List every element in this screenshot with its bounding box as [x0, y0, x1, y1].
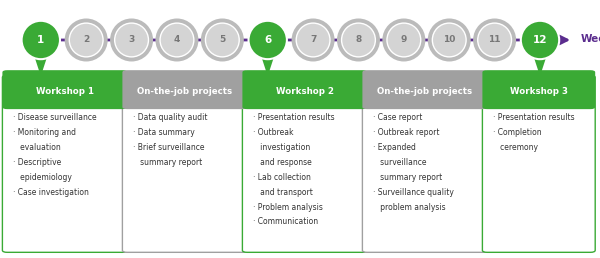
Text: summary report: summary report — [373, 173, 442, 182]
Text: · Disease surveillance: · Disease surveillance — [13, 113, 97, 122]
Text: · Case investigation: · Case investigation — [13, 188, 89, 197]
Text: · Data summary: · Data summary — [133, 128, 195, 137]
Bar — [487, 94, 590, 107]
Text: 8: 8 — [355, 36, 362, 44]
Ellipse shape — [65, 19, 107, 61]
FancyBboxPatch shape — [362, 75, 487, 252]
Ellipse shape — [115, 23, 148, 57]
Ellipse shape — [341, 23, 376, 57]
Ellipse shape — [292, 19, 335, 61]
Text: ceremony: ceremony — [493, 143, 538, 152]
Text: · Lab collection: · Lab collection — [253, 173, 311, 182]
Text: Workshop 1: Workshop 1 — [36, 87, 94, 96]
Ellipse shape — [248, 21, 287, 59]
Text: 11: 11 — [488, 36, 501, 44]
Text: evaluation: evaluation — [13, 143, 61, 152]
Ellipse shape — [155, 19, 199, 61]
Text: · Presentation results: · Presentation results — [493, 113, 575, 122]
Text: · Presentation results: · Presentation results — [253, 113, 335, 122]
FancyBboxPatch shape — [2, 75, 127, 252]
Bar — [127, 94, 242, 107]
Text: · Descriptive: · Descriptive — [13, 158, 61, 167]
Text: 7: 7 — [310, 36, 316, 44]
FancyBboxPatch shape — [242, 75, 367, 252]
Ellipse shape — [478, 23, 512, 57]
Bar — [7, 94, 122, 107]
Ellipse shape — [382, 19, 425, 61]
FancyBboxPatch shape — [482, 70, 595, 109]
Ellipse shape — [205, 23, 239, 57]
Ellipse shape — [473, 19, 516, 61]
Ellipse shape — [428, 19, 471, 61]
Polygon shape — [34, 56, 47, 76]
Polygon shape — [533, 56, 547, 76]
Ellipse shape — [387, 23, 421, 57]
Text: 9: 9 — [401, 36, 407, 44]
Text: Weeks: Weeks — [581, 34, 600, 44]
Polygon shape — [261, 56, 274, 76]
Bar — [247, 94, 362, 107]
Ellipse shape — [521, 21, 559, 59]
Ellipse shape — [69, 23, 103, 57]
Text: 10: 10 — [443, 36, 455, 44]
Text: · Expanded: · Expanded — [373, 143, 416, 152]
Text: 12: 12 — [533, 35, 547, 45]
Text: 5: 5 — [219, 36, 226, 44]
Text: epidemiology: epidemiology — [13, 173, 72, 182]
Text: 2: 2 — [83, 36, 89, 44]
Text: · Completion: · Completion — [493, 128, 542, 137]
Text: · Case report: · Case report — [373, 113, 422, 122]
Bar — [367, 94, 482, 107]
Ellipse shape — [22, 21, 60, 59]
Text: 3: 3 — [128, 36, 134, 44]
Ellipse shape — [433, 23, 466, 57]
Text: · Surveillance quality: · Surveillance quality — [373, 188, 454, 197]
Text: · Data quality audit: · Data quality audit — [133, 113, 208, 122]
Text: 4: 4 — [174, 36, 180, 44]
Text: Workshop 2: Workshop 2 — [276, 87, 334, 96]
Text: Workshop 3: Workshop 3 — [510, 87, 568, 96]
Ellipse shape — [160, 23, 194, 57]
Text: · Communication: · Communication — [253, 217, 319, 227]
Text: · Problem analysis: · Problem analysis — [253, 203, 323, 212]
FancyBboxPatch shape — [122, 75, 247, 252]
FancyBboxPatch shape — [482, 75, 595, 252]
Ellipse shape — [201, 19, 244, 61]
Text: summary report: summary report — [133, 158, 202, 167]
Text: and transport: and transport — [253, 188, 313, 197]
Text: · Outbreak: · Outbreak — [253, 128, 294, 137]
Ellipse shape — [110, 19, 153, 61]
FancyBboxPatch shape — [242, 70, 367, 109]
Ellipse shape — [337, 19, 380, 61]
Text: and response: and response — [253, 158, 312, 167]
Ellipse shape — [296, 23, 330, 57]
FancyBboxPatch shape — [122, 70, 247, 109]
Text: · Monitoring and: · Monitoring and — [13, 128, 76, 137]
Text: 1: 1 — [37, 35, 44, 45]
Text: · Brief surveillance: · Brief surveillance — [133, 143, 205, 152]
Text: surveillance: surveillance — [373, 158, 427, 167]
Text: 6: 6 — [264, 35, 271, 45]
Text: · Outbreak report: · Outbreak report — [373, 128, 440, 137]
Text: On-the-job projects: On-the-job projects — [377, 87, 472, 96]
FancyBboxPatch shape — [362, 70, 487, 109]
Text: On-the-job projects: On-the-job projects — [137, 87, 232, 96]
Text: problem analysis: problem analysis — [373, 203, 446, 212]
FancyBboxPatch shape — [2, 70, 127, 109]
Text: investigation: investigation — [253, 143, 310, 152]
